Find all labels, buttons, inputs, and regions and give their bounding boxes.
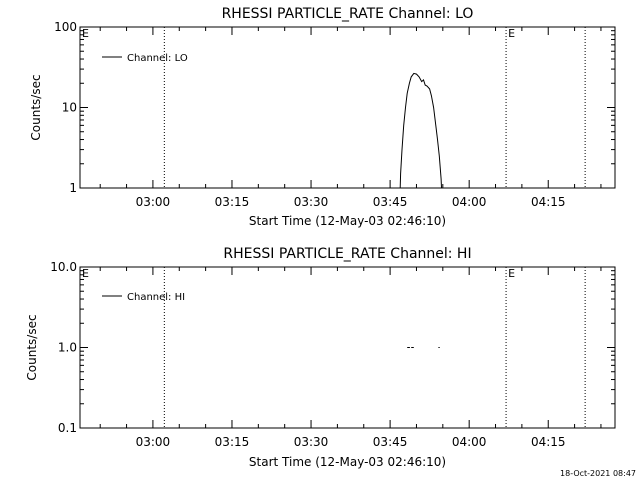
y-tick-label: 10.0 (50, 260, 77, 274)
x-tick-label: 03:30 (294, 195, 329, 209)
chart-panel-1: RHESSI PARTICLE_RATE Channel: HI 0.1 1.0 10… (25, 246, 616, 469)
x-tick-label: 03:00 (136, 435, 171, 449)
chart-panel-0: RHESSI PARTICLE_RATE Channel: LO 1 10 100 03… (29, 6, 616, 228)
event-marker-label: E (82, 27, 89, 40)
event-marker-label: E (508, 27, 515, 40)
x-tick-label: 03:15 (215, 195, 250, 209)
y-tick-label: 100 (54, 20, 77, 34)
event-marker-label: E (82, 267, 89, 280)
chart-title: RHESSI PARTICLE_RATE Channel: LO (222, 6, 474, 22)
chart-title: RHESSI PARTICLE_RATE Channel: HI (223, 246, 471, 262)
series-line (399, 72, 442, 189)
y-axis-label: Counts/sec (29, 74, 43, 140)
x-tick-label: 04:00 (452, 195, 487, 209)
x-tick-label: 04:15 (531, 195, 566, 209)
y-tick-label: 10 (62, 101, 77, 115)
plot-frame (79, 26, 616, 189)
x-tick-label: 03:30 (294, 435, 329, 449)
y-tick-label: 1 (69, 181, 77, 195)
x-tick-label: 03:15 (215, 435, 250, 449)
x-tick-label: 03:45 (373, 435, 408, 449)
event-marker-label: E (508, 267, 515, 280)
x-axis-label: Start Time (12-May-03 02:46:10) (249, 455, 446, 469)
legend-label: Channel: LO (127, 53, 188, 64)
y-tick-label: 0.1 (58, 421, 77, 435)
x-tick-label: 03:00 (136, 195, 171, 209)
x-axis-label: Start Time (12-May-03 02:46:10) (249, 214, 446, 228)
legend-label: Channel: HI (127, 292, 185, 303)
y-axis-label: Counts/sec (25, 314, 39, 380)
footer-timestamp: 18-Oct-2021 08:47 (560, 469, 636, 478)
x-tick-label: 03:45 (373, 195, 408, 209)
y-tick-label: 1.0 (58, 341, 77, 355)
x-tick-label: 04:15 (531, 435, 566, 449)
x-tick-label: 04:00 (452, 435, 487, 449)
